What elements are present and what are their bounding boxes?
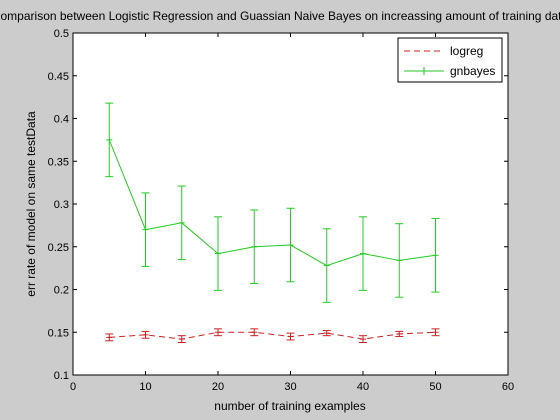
y-axis: 0.1 0.15 0.2 0.25 0.3 0.35 0.4 0.45 0.5 xyxy=(48,28,508,382)
chart-title: Comparison between Logistic Regression a… xyxy=(0,9,560,23)
x-axis: 0 10 20 30 40 50 60 xyxy=(70,33,514,393)
y-tick-label: 0.4 xyxy=(54,114,69,126)
x-tick-label: 30 xyxy=(284,381,296,393)
y-tick-label: 0.45 xyxy=(48,71,69,83)
y-tick-label: 0.35 xyxy=(48,156,69,168)
x-tick-label: 40 xyxy=(357,381,369,393)
x-tick-label: 20 xyxy=(212,381,224,393)
y-tick-label: 0.25 xyxy=(48,242,69,254)
y-axis-label: err rate of model on same testData xyxy=(24,111,38,297)
y-tick-label: 0.3 xyxy=(54,199,69,211)
y-tick-label: 0.5 xyxy=(54,28,69,40)
legend-label-logreg: logreg xyxy=(450,44,483,58)
legend: logreg gnbayes xyxy=(397,37,503,83)
x-tick-label: 50 xyxy=(429,381,441,393)
series-logreg xyxy=(105,328,440,344)
plot-area xyxy=(72,32,509,376)
x-axis-label: number of training examples xyxy=(214,399,365,413)
y-tick-label: 0.15 xyxy=(48,327,69,339)
x-tick-label: 0 xyxy=(70,381,76,393)
series-layer xyxy=(105,102,440,344)
y-tick-label: 0.2 xyxy=(54,285,69,297)
legend-box xyxy=(397,37,503,83)
y-tick-label: 0.1 xyxy=(54,370,69,382)
legend-label-gnbayes: gnbayes xyxy=(450,64,495,78)
series-gnbayes xyxy=(105,102,440,303)
x-tick-label: 10 xyxy=(139,381,151,393)
series-line-logreg xyxy=(109,331,436,340)
x-tick-label: 60 xyxy=(502,381,514,393)
series-line-gnbayes xyxy=(108,139,436,267)
